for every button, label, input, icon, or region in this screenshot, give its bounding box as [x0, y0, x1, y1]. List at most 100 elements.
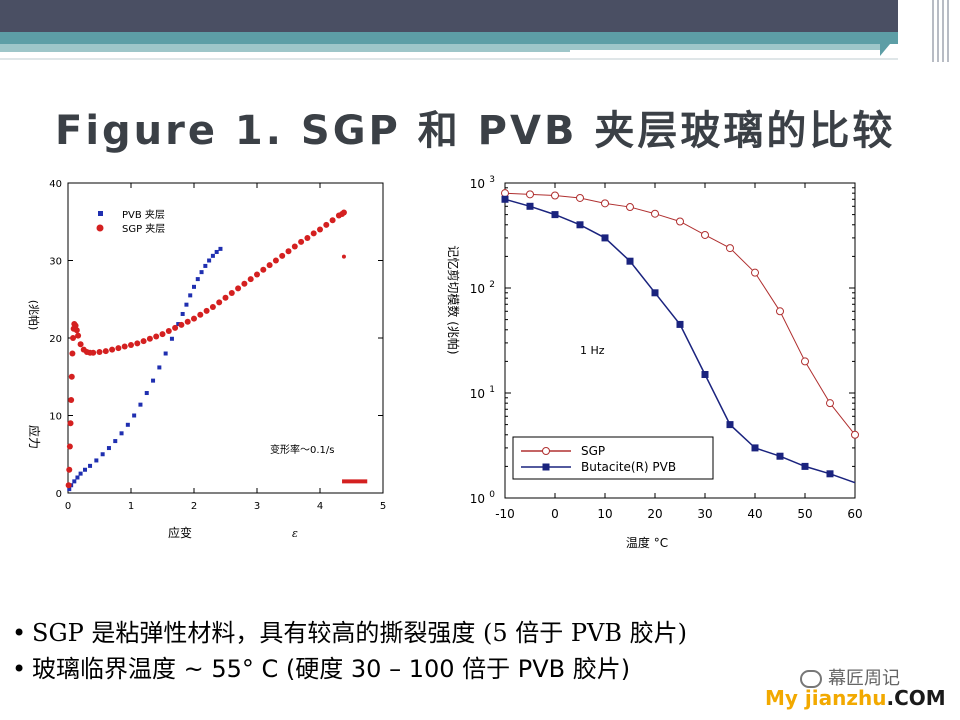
- data-point: [576, 221, 584, 229]
- x-tick-label: 0: [551, 507, 559, 521]
- data-point: [203, 263, 208, 268]
- data-point: [209, 304, 216, 310]
- data-point: [134, 340, 141, 347]
- data-point: [247, 276, 254, 283]
- slide-title: Figure 1. SGP 和 PVB 夹层玻璃的比较: [55, 108, 896, 154]
- data-point: [701, 230, 709, 239]
- data-point: [285, 248, 292, 255]
- data-point: [601, 234, 609, 242]
- plot-frame: [67, 182, 384, 494]
- legend-marker: [98, 211, 103, 216]
- data-point: [216, 299, 223, 306]
- y-tick-exponent: 2: [489, 280, 495, 290]
- data-point: [68, 373, 75, 380]
- data-point: [751, 444, 759, 452]
- y-tick-label: 20: [49, 334, 62, 345]
- data-point: [68, 397, 75, 403]
- y-tick-label: 10: [470, 492, 485, 506]
- watermark-account-name: 幕匠周记: [828, 668, 900, 689]
- data-point: [192, 284, 196, 289]
- series-line: [504, 192, 856, 436]
- legend-marker: [542, 463, 550, 471]
- legend: SGP Butacite(R) PVB: [512, 436, 714, 480]
- x-tick-label: 40: [747, 507, 762, 521]
- data-point: [776, 452, 784, 460]
- data-point: [70, 335, 77, 341]
- data-point: [310, 230, 317, 237]
- header-accent-band: [0, 32, 900, 44]
- data-point: [78, 471, 83, 476]
- x-tick-label: 60: [847, 507, 862, 521]
- legend-label: Butacite(R) PVB: [581, 460, 676, 474]
- data-point: [138, 402, 143, 407]
- data-point: [176, 322, 181, 327]
- data-point: [551, 191, 559, 200]
- watermark-logo: My jianzhu.COM: [765, 686, 946, 710]
- data-point: [188, 293, 193, 298]
- data-point: [218, 246, 223, 251]
- data-point: [102, 348, 109, 355]
- y-tick-exponent: 3: [489, 175, 495, 185]
- data-point: [66, 443, 73, 450]
- header-corner: [898, 0, 960, 64]
- legend-marker: [96, 224, 104, 232]
- x-axis-label: 温度 °C: [626, 535, 668, 550]
- data-point: [72, 322, 79, 329]
- data-point: [178, 321, 185, 328]
- data-point: [323, 221, 330, 228]
- x-tick-label: -10: [495, 507, 515, 521]
- data-point: [526, 190, 534, 199]
- x-axis-unit: ε: [292, 527, 298, 540]
- data-point: [551, 211, 559, 219]
- data-point: [254, 271, 260, 278]
- data-point: [153, 333, 160, 340]
- series-pvb: [501, 195, 856, 484]
- legend-label: SGP: [581, 444, 605, 458]
- data-point: [329, 217, 336, 224]
- data-point: [94, 458, 99, 463]
- data-point: [165, 328, 172, 335]
- data-point: [341, 254, 346, 259]
- data-point: [191, 315, 197, 322]
- data-point: [75, 475, 80, 480]
- data-point: [651, 289, 659, 297]
- data-point: [90, 349, 97, 356]
- data-point: [72, 479, 77, 484]
- y-tick-label: 40: [49, 179, 62, 190]
- data-point: [121, 343, 128, 350]
- data-point: [96, 348, 103, 355]
- x-tick-label: 4: [317, 501, 323, 512]
- y-tick-label: 10: [470, 387, 485, 401]
- data-point: [106, 446, 111, 451]
- data-point: [501, 189, 509, 198]
- data-point: [651, 209, 659, 218]
- header-corner-notch: [880, 32, 900, 56]
- data-point: [67, 487, 72, 492]
- bullet-text: 玻璃临界温度 ~ 55° C (硬度 30 – 100 倍于 PVB 胶片): [32, 655, 631, 683]
- series-sgp: [65, 209, 347, 489]
- data-point: [626, 257, 634, 265]
- data-point: [197, 311, 204, 318]
- y-tick-label: 10: [470, 282, 485, 296]
- data-point: [501, 195, 509, 203]
- data-point: [222, 294, 229, 301]
- stress-strain-chart: 0 1 2 3 4 5 0 10 20 30 40 应变 ε 应力 (兆帕) 变形率～0.1/s PVB 夹层S…: [27, 179, 386, 540]
- data-point: [726, 421, 734, 429]
- data-point: [210, 253, 215, 258]
- data-point: [77, 341, 84, 348]
- data-point: [826, 399, 834, 408]
- x-tick-label: 30: [697, 507, 712, 521]
- data-point: [125, 422, 130, 427]
- data-point: [100, 452, 105, 457]
- data-point: [119, 431, 124, 436]
- data-point: [195, 277, 200, 282]
- data-point: [83, 467, 88, 472]
- x-tick-label: 10: [597, 507, 612, 521]
- data-point: [207, 258, 212, 263]
- watermark-suffix: .COM: [886, 686, 946, 710]
- x-tick-label: 20: [647, 507, 662, 521]
- legend-label: PVB 夹层: [122, 208, 165, 221]
- data-point: [199, 270, 204, 275]
- data-point: [69, 350, 76, 357]
- legend-box: [512, 436, 714, 480]
